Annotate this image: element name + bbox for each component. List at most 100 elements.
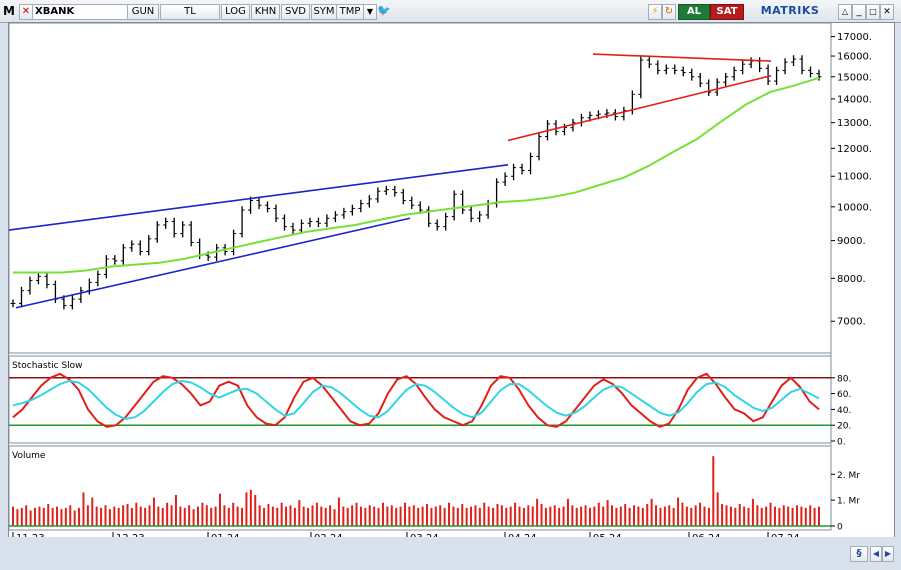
- volume-bar: [25, 505, 28, 526]
- price-tick-label: 11000.: [837, 172, 872, 183]
- volume-bar: [624, 504, 627, 526]
- volume-bar: [307, 507, 310, 526]
- stochastic-tick-label: 60.: [837, 390, 851, 400]
- volume-bar: [430, 507, 433, 526]
- volume-bar: [100, 507, 103, 526]
- volume-bar: [566, 498, 569, 526]
- volume-bar: [712, 456, 715, 526]
- volume-bar: [117, 507, 120, 526]
- stochastic-tick-label: 20.: [837, 422, 851, 432]
- menu-button[interactable]: M: [3, 4, 15, 18]
- dropdown-arrow-icon[interactable]: ▼: [363, 4, 377, 20]
- volume-bar: [342, 506, 345, 526]
- volume-bar: [412, 505, 415, 526]
- volume-bar: [179, 506, 182, 526]
- volume-bar: [20, 507, 23, 526]
- volume-bar: [399, 506, 402, 526]
- close-icon[interactable]: ✕: [880, 4, 894, 20]
- volume-bar: [818, 506, 820, 526]
- volume-bar: [725, 505, 728, 526]
- volume-bar: [170, 505, 173, 526]
- symbol-field[interactable]: XBANK: [32, 4, 128, 20]
- volume-bar: [135, 502, 138, 526]
- volume-bar: [108, 509, 111, 526]
- close-symbol-icon[interactable]: ✕: [19, 4, 33, 20]
- minimize-icon[interactable]: _: [852, 4, 866, 20]
- volume-bar: [544, 507, 547, 526]
- lightning-icon[interactable]: ⚡: [648, 4, 662, 20]
- volume-bar: [421, 506, 424, 526]
- volume-bar: [377, 507, 380, 526]
- volume-bar: [483, 502, 486, 526]
- help-icon[interactable]: △: [838, 4, 852, 20]
- moving-average-line: [13, 76, 820, 274]
- volume-bar: [417, 507, 420, 526]
- price-tick-label: 9000.: [837, 236, 866, 247]
- stochastic-tick-label: 80.: [837, 374, 851, 384]
- volume-bar: [205, 505, 208, 526]
- volume-bar: [69, 505, 72, 526]
- sym-button[interactable]: SYM: [311, 4, 337, 20]
- log-button[interactable]: LOG: [221, 4, 250, 20]
- volume-bar: [174, 494, 177, 526]
- volume-bar: [795, 505, 798, 526]
- bird-icon[interactable]: 🐦: [377, 4, 391, 17]
- scroll-right-icon[interactable]: ▶: [882, 546, 894, 562]
- buy-button[interactable]: AL: [678, 4, 710, 20]
- volume-bar: [747, 507, 750, 526]
- volume-bar: [373, 506, 376, 526]
- volume-bar: [571, 505, 574, 526]
- volume-bar: [703, 506, 706, 526]
- currency-button[interactable]: TL: [160, 4, 220, 20]
- volume-bar: [426, 504, 429, 526]
- volume-bar: [60, 509, 63, 526]
- volume-bar: [258, 505, 261, 526]
- scroll-left-icon[interactable]: ◀: [870, 546, 882, 562]
- volume-bar: [527, 505, 530, 526]
- volume-bar: [285, 506, 288, 526]
- volume-bar: [386, 506, 389, 526]
- volume-bar: [672, 507, 675, 526]
- volume-tick-label: 0: [837, 523, 843, 533]
- period-button[interactable]: GUN: [127, 4, 159, 20]
- price-tick-label: 8000.: [837, 274, 866, 285]
- volume-bar: [276, 507, 279, 526]
- volume-bar: [267, 504, 270, 526]
- volume-bar: [509, 506, 512, 526]
- volume-bar: [16, 509, 19, 526]
- sell-button[interactable]: SAT: [710, 4, 744, 20]
- tmp-button[interactable]: TMP: [336, 4, 364, 20]
- khn-button[interactable]: KHN: [251, 4, 280, 20]
- maximize-icon[interactable]: □: [866, 4, 880, 20]
- volume-bar: [452, 506, 455, 526]
- volume-bar: [241, 507, 244, 526]
- volume-bar: [223, 505, 226, 526]
- price-tick-label: 14000.: [837, 94, 872, 105]
- chart-canvas[interactable]: Stochastic Slow Volume 7000. 8000. 9000. 10…: [8, 22, 894, 544]
- volume-bar: [201, 502, 204, 526]
- volume-bar: [650, 498, 653, 526]
- volume-bar: [681, 502, 684, 526]
- volume-bar: [721, 504, 724, 526]
- volume-bar: [42, 507, 45, 526]
- volume-bar: [359, 506, 362, 526]
- svd-button[interactable]: SVD: [281, 4, 310, 20]
- volume-bar: [113, 506, 116, 526]
- volume-bar: [82, 492, 85, 526]
- volume-bar: [280, 502, 283, 526]
- volume-bar: [381, 502, 384, 526]
- refresh-icon[interactable]: ↻: [662, 4, 676, 20]
- volume-bar: [188, 505, 191, 526]
- volume-bar: [91, 497, 94, 526]
- volume-bar: [619, 506, 622, 526]
- volume-bar: [236, 506, 239, 526]
- volume-bar: [813, 507, 816, 526]
- scroll-sync-icon[interactable]: §: [850, 546, 868, 562]
- volume-bar: [558, 507, 561, 526]
- trendlines[interactable]: [8, 53, 772, 309]
- volume-bar: [298, 500, 301, 526]
- volume-bar: [311, 505, 314, 526]
- volume-bar: [302, 506, 305, 526]
- volume-bar: [157, 506, 160, 526]
- volume-bar: [478, 507, 481, 526]
